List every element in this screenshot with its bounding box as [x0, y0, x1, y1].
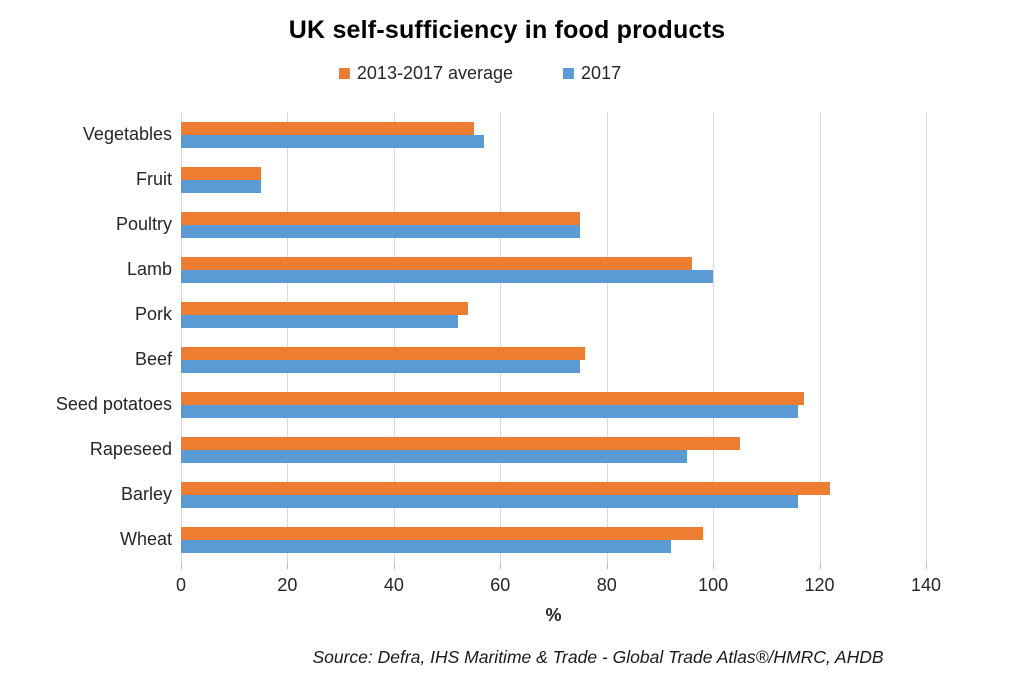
bar	[181, 436, 740, 450]
category-label: Fruit	[136, 169, 172, 189]
legend-marker-2013-2017-average	[338, 68, 350, 79]
axis-tick-label: 80	[596, 575, 617, 595]
category-row	[181, 292, 926, 337]
category-label: Barley	[120, 484, 172, 504]
bar	[181, 481, 831, 495]
legend-item-2017: 2017	[563, 63, 621, 84]
category-row	[181, 157, 926, 202]
category-label: Poultry	[115, 214, 172, 234]
legend-item-2013-2017-average: 2013-2017 average	[338, 63, 514, 84]
x-axis-ticks	[181, 562, 927, 569]
bar	[181, 134, 485, 148]
gridline	[819, 112, 821, 562]
axis-tick	[819, 562, 821, 569]
chart-title: UK self-sufficiency in food products	[288, 16, 726, 44]
bar	[181, 314, 458, 328]
category-row	[181, 112, 926, 157]
category-row	[181, 517, 926, 562]
bar	[181, 121, 474, 135]
x-axis-title: %	[545, 605, 562, 625]
axis-tick-label: 120	[804, 575, 835, 595]
bar	[181, 179, 261, 193]
gridline	[500, 112, 502, 562]
gridline	[606, 112, 608, 562]
axis-tick	[393, 562, 395, 569]
axis-tick-label: 100	[698, 575, 729, 595]
category-row	[181, 202, 926, 247]
source-note: Source: Defra, IHS Maritime & Trade - Gl…	[312, 647, 884, 667]
bar	[181, 301, 469, 315]
axis-tick	[500, 562, 502, 569]
category-label: Vegetables	[82, 124, 172, 144]
category-row	[181, 247, 926, 292]
category-row	[181, 337, 926, 382]
legend: 2013-2017 average 2017	[338, 63, 621, 84]
bar	[181, 346, 586, 360]
category-label: Wheat	[119, 529, 172, 549]
gridline	[393, 112, 395, 562]
plot-area	[181, 112, 927, 562]
category-row	[181, 427, 926, 472]
category-label: Rapeseed	[89, 439, 172, 459]
category-label: Seed potatoes	[55, 394, 172, 414]
legend-marker-2017	[563, 68, 575, 79]
bar	[181, 211, 581, 225]
bar	[181, 269, 714, 283]
gridline	[713, 112, 715, 562]
category-label: Pork	[134, 304, 172, 324]
axis-tick-label: 40	[383, 575, 404, 595]
axis-tick	[181, 562, 182, 569]
bar-rows	[181, 112, 926, 562]
x-axis-tick-labels: 0 20 40 60 80 100 120 140	[176, 575, 941, 597]
bar	[181, 494, 799, 508]
axis-tick	[713, 562, 715, 569]
category-label: Beef	[134, 349, 172, 369]
axis-tick	[606, 562, 608, 569]
bar	[181, 404, 799, 418]
axis-tick-label: 60	[490, 575, 511, 595]
legend-label-2013-2017-average: 2013-2017 average	[356, 63, 514, 83]
bar	[181, 166, 261, 180]
legend-label-2017: 2017	[581, 63, 622, 83]
axis-tick-label: 0	[175, 575, 187, 595]
category-row	[181, 472, 926, 517]
gridline	[287, 112, 289, 562]
category-axis: Vegetables Fruit Poultry Lamb Pork Beef Seed p…	[0, 112, 172, 562]
category-row	[181, 382, 926, 427]
gridline	[926, 112, 927, 562]
axis-tick-label: 20	[277, 575, 298, 595]
bar	[181, 391, 804, 405]
bar	[181, 359, 581, 373]
axis-tick	[287, 562, 289, 569]
gridline	[181, 112, 182, 562]
bar	[181, 449, 687, 463]
bar	[181, 224, 581, 238]
axis-tick-label: 140	[910, 575, 942, 595]
category-label: Lamb	[126, 259, 172, 279]
bar	[181, 256, 692, 270]
bar	[181, 526, 703, 540]
axis-tick	[926, 562, 927, 569]
bar	[181, 539, 671, 553]
